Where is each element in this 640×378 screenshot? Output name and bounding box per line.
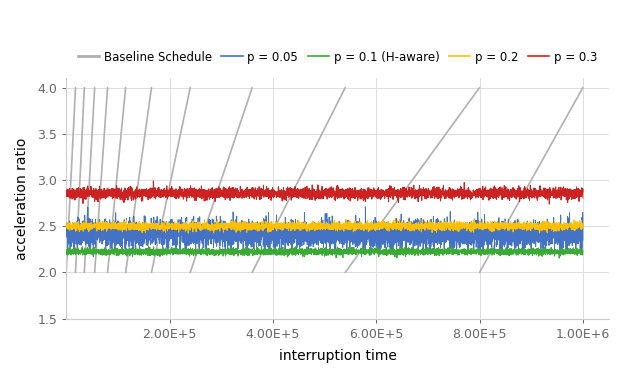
X-axis label: interruption time: interruption time (278, 349, 396, 363)
Legend: Baseline Schedule, p = 0.05, p = 0.1 (H-aware), p = 0.2, p = 0.3: Baseline Schedule, p = 0.05, p = 0.1 (H-… (73, 46, 602, 68)
Y-axis label: acceleration ratio: acceleration ratio (15, 137, 29, 260)
